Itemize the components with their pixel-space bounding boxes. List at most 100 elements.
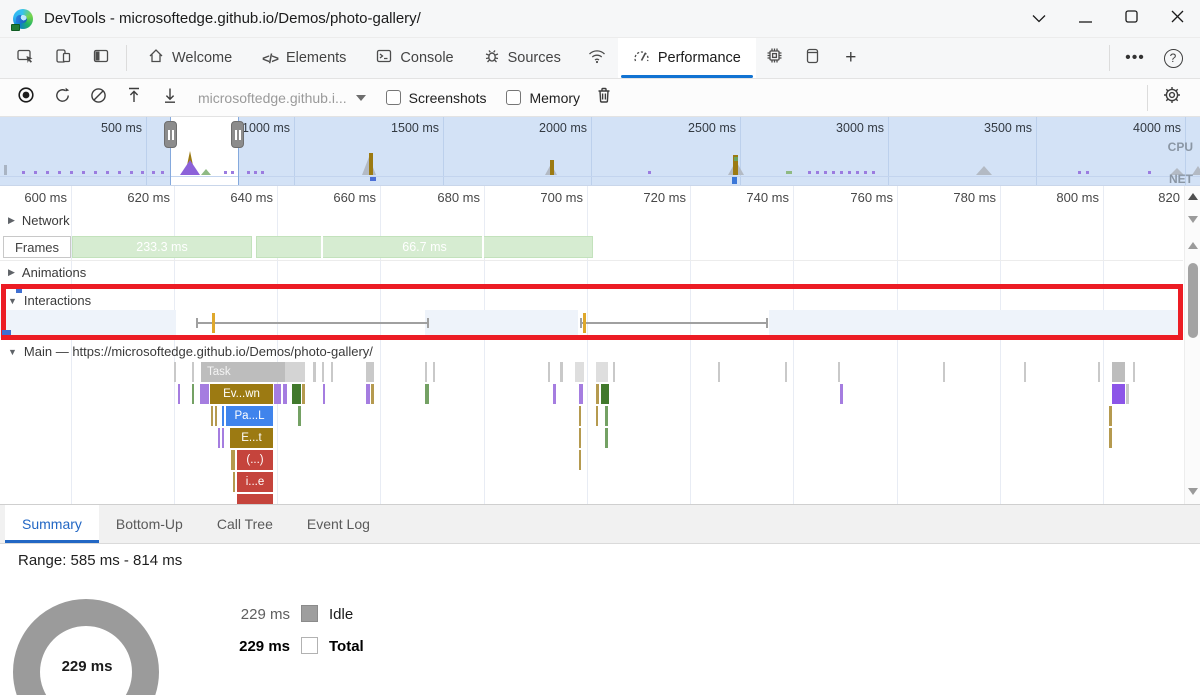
flame-bar[interactable] (601, 384, 609, 404)
tab-elements[interactable]: </> Elements (247, 38, 361, 78)
vertical-scrollbar[interactable] (1184, 186, 1200, 504)
device-emulation-button[interactable] (44, 38, 82, 78)
scrollbar-thumb[interactable] (1188, 263, 1198, 338)
record-and-reload-button[interactable] (44, 80, 80, 116)
track-frames-label[interactable]: Frames (3, 236, 71, 258)
flame-bar[interactable] (283, 384, 287, 404)
flame-bar[interactable] (579, 384, 583, 404)
flame-bar[interactable] (215, 406, 217, 426)
save-profile-button[interactable] (152, 80, 188, 116)
scroll-up-icon[interactable] (1188, 193, 1198, 200)
flame-bar[interactable] (613, 362, 615, 382)
maximize-button[interactable] (1108, 0, 1154, 38)
flame-bar[interactable] (366, 362, 374, 382)
flame-bar[interactable] (222, 406, 224, 426)
memory-checkbox[interactable] (506, 90, 522, 105)
flame-bar[interactable] (322, 362, 324, 382)
tab-summary[interactable]: Summary (5, 505, 99, 543)
tab-event-log[interactable]: Event Log (306, 516, 370, 532)
scroll-down-icon[interactable] (1188, 216, 1198, 223)
dock-options-button[interactable] (1016, 0, 1062, 38)
flame-bar[interactable] (285, 362, 305, 382)
track-animations[interactable]: ▶ Animations (8, 265, 86, 280)
disclosure-expanded-icon[interactable]: ▼ (8, 346, 17, 357)
flame-bar[interactable] (575, 362, 584, 382)
main-flame-chart[interactable]: Task Ev...wn Pa...L E...t (...) i...e (0, 362, 1183, 504)
track-network[interactable]: ▶ Network (8, 213, 70, 228)
flame-bar[interactable] (222, 428, 224, 448)
flame-bar[interactable] (292, 384, 301, 404)
flame-bar[interactable] (1133, 362, 1135, 382)
flame-bar[interactable] (596, 362, 608, 382)
flame-bar[interactable] (313, 362, 316, 382)
minimize-button[interactable] (1062, 0, 1108, 38)
scroll-up-icon[interactable] (1188, 242, 1198, 249)
close-button[interactable] (1154, 0, 1200, 38)
page-selector-dropdown[interactable]: microsoftedge.github.i... (198, 90, 366, 106)
disclosure-expanded-icon[interactable]: ▼ (8, 295, 17, 306)
flame-bar[interactable] (211, 406, 213, 426)
flame-bar-evwn[interactable]: Ev...wn (210, 384, 273, 404)
flame-bar[interactable] (579, 406, 581, 426)
flame-bar[interactable] (200, 384, 209, 404)
flame-bar[interactable] (302, 384, 305, 404)
flame-bar[interactable] (943, 362, 945, 382)
screenshots-checkbox-row[interactable]: Screenshots (385, 90, 486, 106)
scroll-down-icon[interactable] (1188, 488, 1198, 495)
tab-bottom-up[interactable]: Bottom-Up (115, 516, 183, 532)
flame-bar[interactable] (605, 428, 608, 448)
flame-bar[interactable] (560, 362, 563, 382)
disclosure-collapsed-icon[interactable]: ▶ (8, 267, 15, 277)
flame-bar[interactable] (840, 384, 843, 404)
inspect-element-button[interactable] (6, 38, 44, 78)
flame-bar[interactable] (331, 362, 333, 382)
flame-bar-et[interactable]: E...t (230, 428, 273, 448)
flame-bar[interactable] (579, 450, 581, 470)
screenshots-checkbox[interactable] (385, 90, 401, 105)
flame-bar[interactable] (425, 384, 429, 404)
selection-handle-left[interactable] (164, 121, 177, 148)
flame-bar[interactable] (1098, 362, 1100, 382)
flame-bar[interactable] (178, 384, 180, 404)
flame-bar[interactable] (192, 362, 194, 382)
selection-handle-right[interactable] (231, 121, 244, 148)
more-tabs-button[interactable]: + (832, 38, 870, 78)
load-profile-button[interactable] (116, 80, 152, 116)
flame-bar[interactable] (1112, 384, 1125, 404)
flame-bar[interactable] (433, 362, 435, 382)
memory-checkbox-row[interactable]: Memory (506, 90, 580, 106)
tab-welcome[interactable]: Welcome (133, 38, 247, 78)
interaction-whisker[interactable] (580, 322, 767, 324)
flame-bar[interactable] (1126, 384, 1129, 404)
tab-performance[interactable]: Performance (617, 38, 756, 78)
interaction-event-tick[interactable] (212, 313, 215, 333)
flame-bar[interactable] (838, 362, 840, 382)
timeline-overview[interactable]: 500 ms 1000 ms 1500 ms 2000 ms 2500 ms 3000 m… (0, 117, 1200, 186)
frame-bar[interactable]: 233.3 ms (72, 236, 252, 258)
flame-bar[interactable] (1112, 362, 1125, 382)
flame-bar[interactable] (237, 494, 273, 504)
flame-bar[interactable] (231, 450, 235, 470)
timeline-tracks[interactable]: 600 ms 620 ms 640 ms 660 ms 680 ms 700 ms 720 … (0, 186, 1200, 505)
flame-bar[interactable] (785, 362, 787, 382)
flame-bar[interactable] (579, 428, 581, 448)
flame-bar[interactable] (298, 406, 301, 426)
dock-side-button[interactable] (82, 38, 120, 78)
track-interactions[interactable]: ▼ Interactions (8, 293, 91, 308)
flame-bar[interactable] (218, 428, 220, 448)
tab-sources[interactable]: Sources (469, 38, 576, 78)
flame-bar[interactable] (1109, 428, 1112, 448)
flame-bar[interactable] (174, 362, 176, 382)
flame-bar[interactable] (596, 384, 599, 404)
flame-bar-[interactable]: (...) (237, 450, 273, 470)
delete-recording-button[interactable] (586, 80, 622, 116)
tab-call-tree[interactable]: Call Tree (216, 516, 273, 532)
help-button[interactable]: ? (1154, 38, 1192, 78)
clear-button[interactable] (80, 80, 116, 116)
frame-bar[interactable]: 66.7 ms (256, 236, 593, 258)
flame-bar[interactable] (274, 384, 281, 404)
application-button[interactable] (794, 38, 832, 78)
disclosure-collapsed-icon[interactable]: ▶ (8, 215, 15, 225)
flame-bar[interactable] (596, 406, 598, 426)
flame-bar[interactable] (605, 406, 608, 426)
